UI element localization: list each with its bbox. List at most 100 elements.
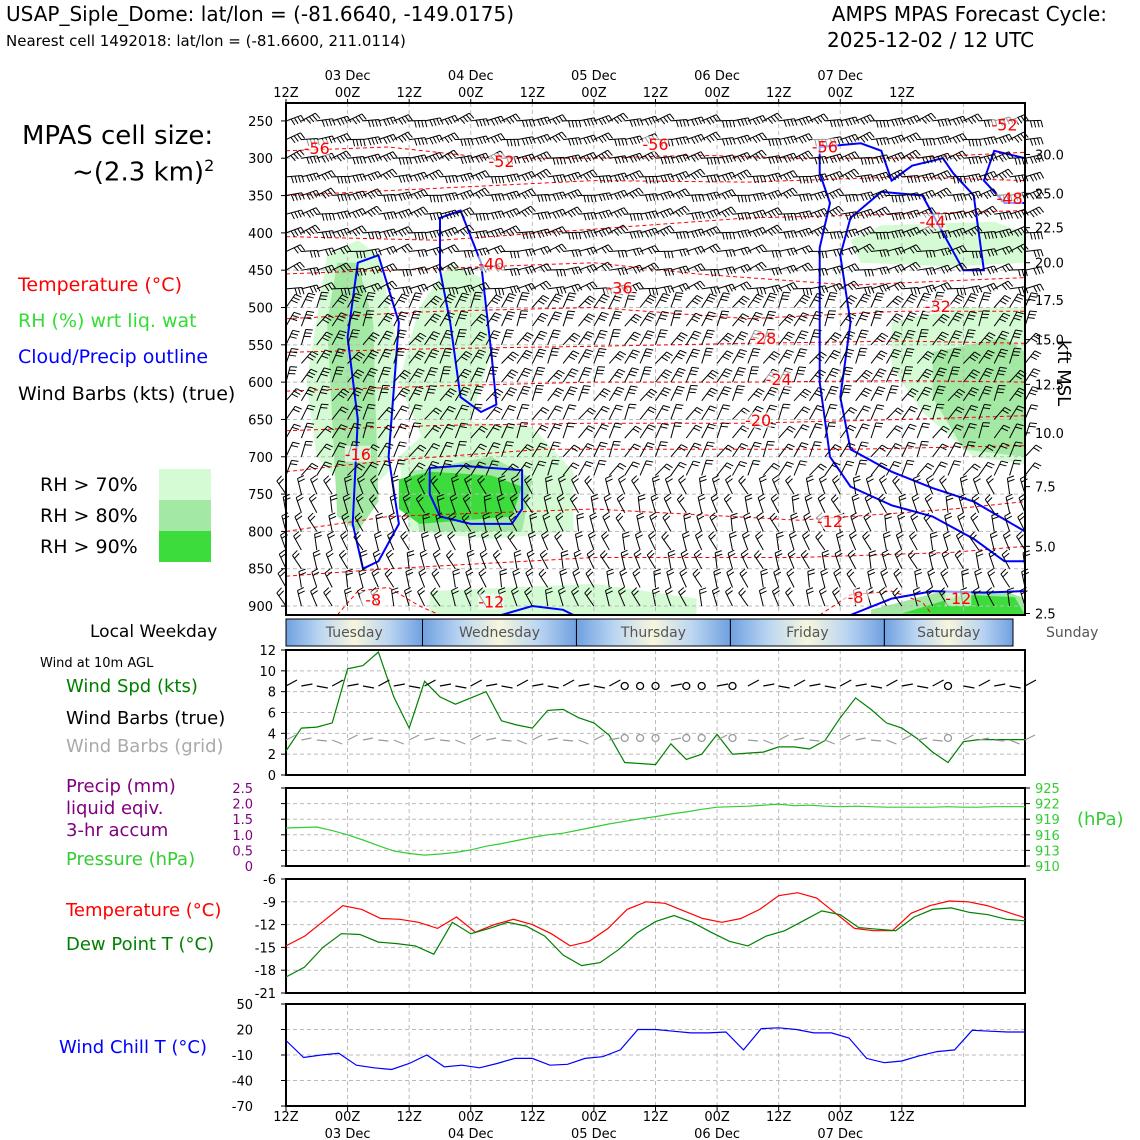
wind-barb [701, 387, 718, 402]
wind-barb [608, 350, 627, 364]
wind-barb [562, 462, 580, 476]
wind-barb [730, 512, 738, 532]
top-date-label: 05 Dec [571, 69, 617, 84]
wind-barb [824, 291, 838, 308]
wind-barb [624, 230, 644, 239]
wind-barb [993, 312, 1011, 327]
calm-wind-circle-grid [943, 733, 953, 743]
wind-barb [804, 493, 813, 513]
wind-barb [901, 226, 921, 238]
wind-barb [362, 188, 383, 200]
wind-barb [485, 388, 504, 402]
wind-barb [701, 459, 714, 476]
wind-barb [377, 424, 395, 439]
wind-barb [455, 112, 475, 124]
wind-barb [793, 312, 810, 327]
wind-barb [824, 248, 844, 257]
wind-barb [331, 262, 352, 272]
wind-barb [947, 442, 963, 458]
wind-barb [409, 119, 428, 128]
wind-barb [439, 441, 454, 457]
wind-barb [393, 441, 407, 457]
weekday-label: Wednesday [459, 625, 540, 641]
wind-barb [972, 474, 981, 495]
wind-barb [685, 406, 704, 420]
wind-barb [455, 137, 474, 147]
wind-barb [424, 169, 444, 181]
wind-barb [732, 295, 750, 308]
wind-barb [916, 440, 929, 457]
wind-barb [492, 549, 502, 569]
wind-barb [332, 115, 352, 126]
wind-barb-true [932, 679, 944, 687]
wind-barb [893, 568, 903, 588]
wind-barb [455, 284, 475, 294]
wind-barb [285, 132, 306, 144]
wind-barb [547, 423, 562, 439]
wind-barb [393, 226, 413, 237]
wind-barb-grid [855, 737, 866, 741]
wind-barb [778, 187, 798, 199]
wind-barb [1006, 587, 1015, 607]
wind-barb [932, 282, 952, 292]
wind-barb [328, 512, 337, 532]
top-time-label: 12Z [889, 86, 915, 101]
wind-barb-true [362, 685, 375, 689]
wind-barb [404, 474, 412, 495]
wind-barb [993, 406, 1012, 420]
wind-barb [316, 118, 336, 127]
wind-barb [932, 152, 952, 163]
wind-barb [542, 512, 551, 532]
temperature-label-bg [750, 330, 777, 347]
wind-barb [448, 512, 457, 532]
wind-barb-true [1024, 679, 1037, 687]
wind-barb [1024, 137, 1044, 146]
wind-barb [393, 156, 413, 165]
cloud-outline [818, 142, 1026, 563]
wind-barb [455, 155, 475, 165]
wind-barb [455, 249, 474, 258]
wind-barb [409, 249, 428, 258]
wind-barb [624, 170, 644, 181]
wind-barb [424, 407, 442, 420]
bottom-date-label: 05 Dec [571, 1127, 617, 1140]
height-tick-label: 7.5 [1035, 481, 1056, 496]
wind-barb [978, 248, 998, 257]
wind-barb [609, 249, 628, 258]
wind-barb [685, 330, 702, 346]
wind-barb [732, 229, 752, 239]
wind-barb [978, 461, 995, 476]
wind-barb [470, 152, 490, 163]
wind-barb [1009, 347, 1022, 364]
wind-barb [450, 475, 459, 495]
bottom-date-label: 04 Dec [448, 1127, 494, 1140]
temperature-label-bg [765, 371, 792, 388]
wind-barb [624, 118, 644, 127]
wind-barb [710, 493, 719, 513]
wind-barb [1009, 405, 1025, 420]
wind-barb [639, 227, 660, 238]
wind-barb-grid [501, 739, 512, 742]
wind-barb [793, 424, 810, 439]
wind-barb [371, 568, 380, 588]
wind-barb [624, 385, 638, 401]
wind-barb [830, 494, 841, 514]
panel-frame [285, 649, 1026, 776]
wind-barb [624, 331, 641, 346]
wind-barb-grid [331, 739, 343, 745]
wind-barb [716, 332, 735, 346]
wind-barb [332, 287, 351, 296]
wind-barb [725, 475, 733, 495]
wind-barb [388, 512, 397, 532]
wind-barb-true [901, 683, 913, 687]
wind-barb [547, 191, 567, 201]
wind-barb [947, 388, 966, 402]
wind-barb [820, 568, 829, 588]
temperature-label-bg [488, 153, 515, 170]
wind-barb [932, 385, 946, 401]
wind-barb [716, 292, 731, 308]
wind-barb [670, 136, 690, 146]
wind-barb [578, 246, 598, 256]
wind-barb [932, 425, 950, 439]
wind-barb [1001, 549, 1011, 569]
